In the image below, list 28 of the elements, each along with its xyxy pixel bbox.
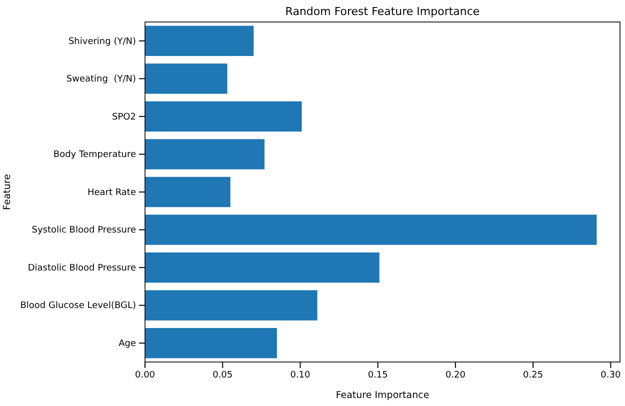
x-tick-label: 0.15 bbox=[368, 370, 388, 380]
x-tick-label: 0.25 bbox=[523, 370, 544, 380]
y-tick-label: Blood Glucose Level(BGL) bbox=[20, 301, 136, 312]
x-axis-title: Feature Importance bbox=[336, 390, 430, 401]
bar bbox=[145, 176, 230, 208]
bar bbox=[145, 328, 277, 358]
y-tick-label: Diastolic Blood Pressure bbox=[28, 263, 136, 274]
bar bbox=[145, 252, 380, 283]
y-tick-label: Shivering (Y/N) bbox=[68, 36, 136, 47]
y-tick-label: Heart Rate bbox=[87, 188, 136, 198]
x-tick-label: 0.00 bbox=[134, 370, 156, 380]
y-tick-label: Body Temperature bbox=[53, 150, 136, 160]
x-tick-label: 0.20 bbox=[445, 370, 466, 380]
x-tick-label: 0.05 bbox=[212, 370, 233, 380]
y-axis-title: Feature bbox=[2, 174, 13, 210]
bar bbox=[145, 26, 254, 56]
y-tick-label: SPO2 bbox=[112, 112, 136, 122]
y-tick-label: Sweating (Y/N) bbox=[66, 74, 136, 85]
y-tick-label: Systolic Blood Pressure bbox=[32, 226, 136, 236]
y-tick-label: Age bbox=[118, 338, 136, 349]
chart-title: Random Forest Feature Importance bbox=[285, 5, 480, 18]
bar bbox=[145, 139, 265, 170]
x-tick-label: 0.10 bbox=[290, 370, 311, 380]
bar bbox=[145, 214, 597, 245]
bar bbox=[145, 101, 302, 132]
bar bbox=[145, 290, 318, 320]
bar bbox=[145, 64, 228, 94]
x-tick-label: 0.30 bbox=[600, 370, 621, 380]
